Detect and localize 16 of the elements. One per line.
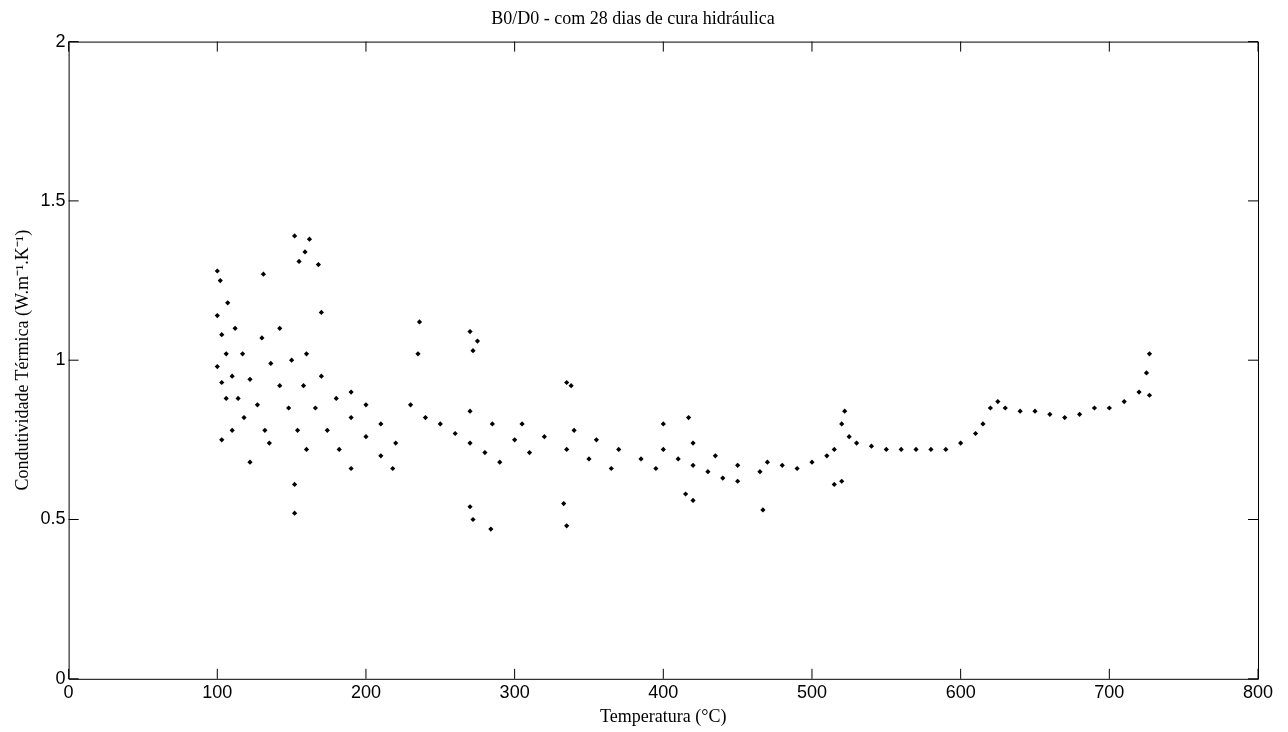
y-tick-label: 0.5 <box>40 508 66 529</box>
y-tick-label: 0 <box>55 667 66 688</box>
x-tick-label: 500 <box>796 681 828 702</box>
x-tick-label: 400 <box>648 681 679 702</box>
y-tick-label: 1.5 <box>40 189 66 210</box>
y-tick-label: 1 <box>55 349 66 370</box>
chart-title: B0/D0 - com 28 dias de cura hidráulica <box>491 7 775 28</box>
x-tick-label: 300 <box>499 681 530 702</box>
x-tick-label: 100 <box>202 681 233 702</box>
x-tick-label: 600 <box>945 681 976 702</box>
x-tick-label: 200 <box>350 681 381 702</box>
y-axis-title: Condutividade Térmica (W.m⁻¹.K⁻¹) <box>11 229 33 491</box>
x-tick-label: 800 <box>1242 681 1274 702</box>
x-axis-title: Temperatura (°C) <box>600 705 727 727</box>
x-tick-label: 700 <box>1094 681 1125 702</box>
y-tick-label: 2 <box>55 30 66 51</box>
